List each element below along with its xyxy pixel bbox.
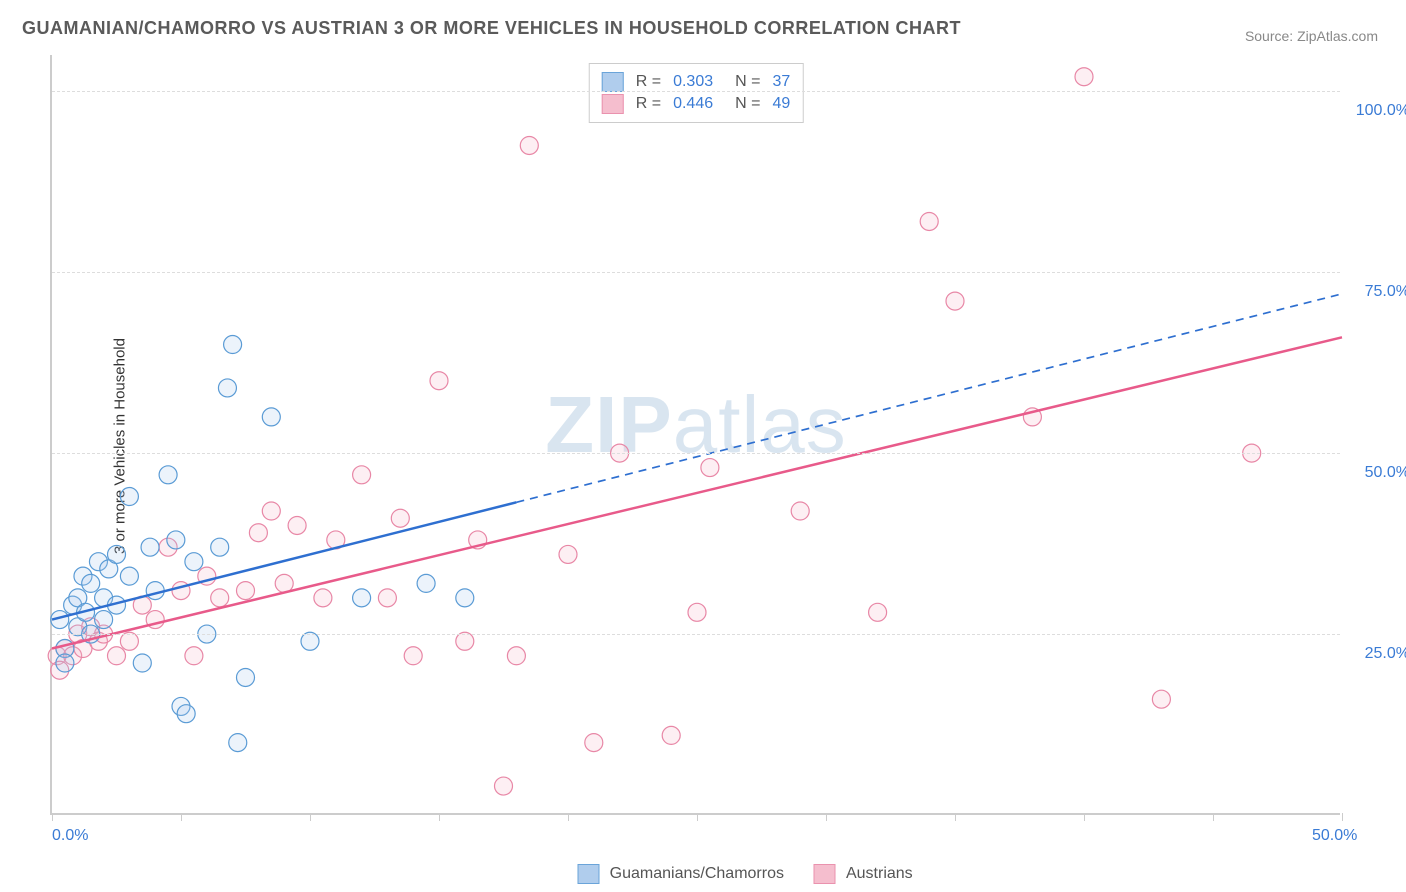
source-label: Source: ZipAtlas.com — [1245, 28, 1378, 44]
data-point — [249, 524, 267, 542]
data-point — [262, 408, 280, 426]
x-tick — [1084, 813, 1085, 821]
data-point — [237, 582, 255, 600]
data-point — [430, 372, 448, 390]
x-tick — [439, 813, 440, 821]
x-tick-label: 0.0% — [52, 827, 88, 845]
data-point — [520, 136, 538, 154]
data-point — [133, 654, 151, 672]
data-point — [353, 589, 371, 607]
chart-plot-area: ZIPatlas R = 0.303 N = 37 R = 0.446 N = … — [50, 55, 1340, 815]
data-point — [378, 589, 396, 607]
x-tick — [955, 813, 956, 821]
data-point — [95, 611, 113, 629]
gridline — [52, 453, 1340, 454]
data-point — [662, 726, 680, 744]
legend-item-0: Guamanians/Chamorros — [578, 864, 784, 884]
x-tick — [1213, 813, 1214, 821]
gridline — [52, 634, 1340, 635]
regression-line-dashed — [516, 294, 1342, 502]
legend-item-1: Austrians — [814, 864, 913, 884]
x-tick — [181, 813, 182, 821]
x-tick — [826, 813, 827, 821]
data-point — [237, 668, 255, 686]
data-point — [353, 466, 371, 484]
data-point — [159, 466, 177, 484]
data-point — [404, 647, 422, 665]
r-label: R = — [636, 73, 661, 91]
n-value-0: 37 — [772, 73, 790, 91]
data-point — [456, 589, 474, 607]
data-point — [275, 574, 293, 592]
data-point — [314, 589, 332, 607]
data-point — [108, 545, 126, 563]
data-point — [417, 574, 435, 592]
data-point — [688, 603, 706, 621]
legend-stats-box: R = 0.303 N = 37 R = 0.446 N = 49 — [589, 63, 804, 123]
data-point — [146, 582, 164, 600]
x-tick — [697, 813, 698, 821]
data-point — [262, 502, 280, 520]
data-point — [920, 212, 938, 230]
r-value-0: 0.303 — [673, 73, 713, 91]
data-point — [211, 589, 229, 607]
data-point — [185, 553, 203, 571]
legend-stats-row-0: R = 0.303 N = 37 — [602, 72, 791, 92]
y-tick-label: 75.0% — [1365, 283, 1406, 301]
data-point — [56, 654, 74, 672]
x-tick-label: 50.0% — [1312, 827, 1357, 845]
r-value-1: 0.446 — [673, 95, 713, 113]
n-value-1: 49 — [772, 95, 790, 113]
n-label: N = — [735, 95, 760, 113]
data-point — [1075, 68, 1093, 86]
data-point — [82, 574, 100, 592]
x-tick — [310, 813, 311, 821]
data-point — [120, 567, 138, 585]
y-tick-label: 25.0% — [1365, 645, 1406, 663]
legend-swatch-0 — [602, 72, 624, 92]
data-point — [791, 502, 809, 520]
legend-swatch-1 — [602, 94, 624, 114]
data-point — [108, 647, 126, 665]
data-point — [1152, 690, 1170, 708]
n-label: N = — [735, 73, 760, 91]
gridline — [52, 272, 1340, 273]
chart-title: GUAMANIAN/CHAMORRO VS AUSTRIAN 3 OR MORE… — [22, 18, 961, 39]
data-point — [946, 292, 964, 310]
legend-series-box: Guamanians/Chamorros Austrians — [578, 864, 913, 884]
y-tick-label: 100.0% — [1356, 102, 1406, 120]
data-point — [120, 488, 138, 506]
data-point — [507, 647, 525, 665]
x-tick — [52, 813, 53, 821]
y-tick-label: 50.0% — [1365, 464, 1406, 482]
data-point — [559, 545, 577, 563]
data-point — [167, 531, 185, 549]
data-point — [141, 538, 159, 556]
r-label: R = — [636, 95, 661, 113]
legend-stats-row-1: R = 0.446 N = 49 — [602, 94, 791, 114]
data-point — [585, 734, 603, 752]
data-point — [288, 516, 306, 534]
data-point — [701, 459, 719, 477]
data-point — [218, 379, 236, 397]
legend-swatch-series-1 — [814, 864, 836, 884]
regression-line-solid — [52, 337, 1342, 648]
data-point — [391, 509, 409, 527]
data-point — [224, 336, 242, 354]
data-point — [177, 705, 195, 723]
x-tick — [568, 813, 569, 821]
x-tick — [1342, 813, 1343, 821]
data-point — [869, 603, 887, 621]
data-point — [211, 538, 229, 556]
data-point — [229, 734, 247, 752]
legend-swatch-series-0 — [578, 864, 600, 884]
data-point — [185, 647, 203, 665]
legend-label-1: Austrians — [846, 865, 913, 883]
legend-label-0: Guamanians/Chamorros — [610, 865, 784, 883]
scatter-plot-svg — [52, 55, 1340, 813]
gridline — [52, 91, 1340, 92]
data-point — [495, 777, 513, 795]
